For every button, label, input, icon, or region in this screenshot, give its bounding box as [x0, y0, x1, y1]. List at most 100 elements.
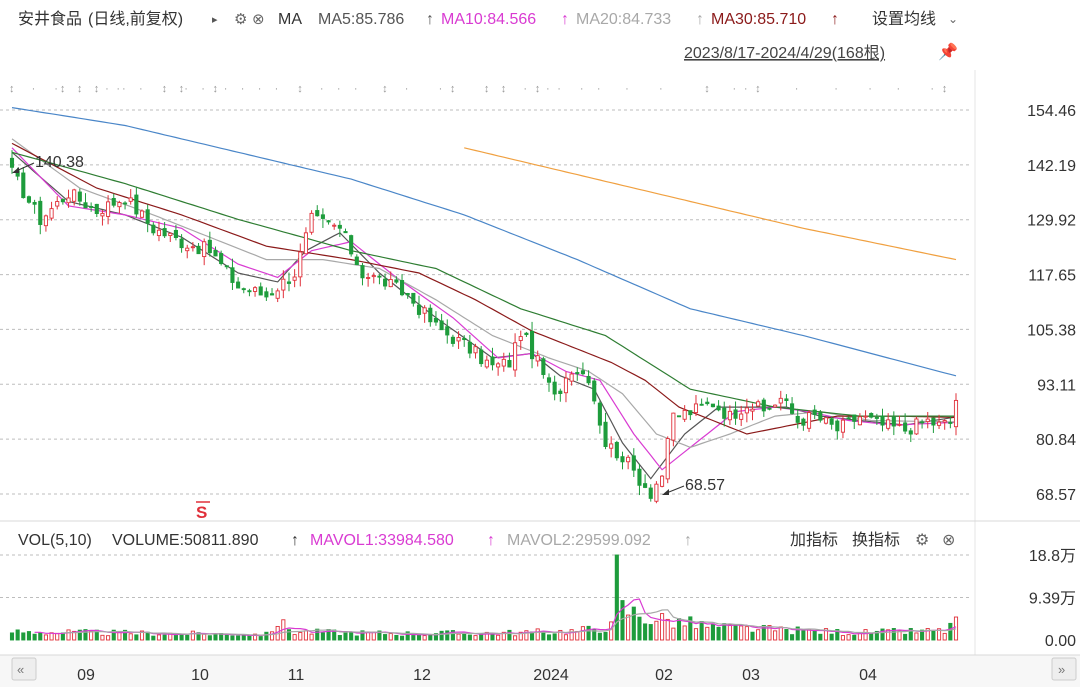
candle-body — [383, 278, 388, 287]
volume-bar — [631, 606, 636, 641]
event-marker[interactable]: · — [241, 83, 245, 95]
date-range[interactable]: 2023/8/17-2024/4/29(168根) — [684, 44, 885, 62]
pin-icon[interactable]: 📌 — [938, 42, 958, 61]
event-marker[interactable]: ↕ — [382, 83, 388, 95]
volume-bar — [801, 630, 806, 641]
settings-ma-button[interactable]: 设置均线 — [872, 10, 936, 28]
gear-icon[interactable]: ⚙ — [234, 11, 247, 28]
scroll-left-button[interactable]: « — [11, 657, 37, 681]
event-marker[interactable]: · — [258, 83, 262, 95]
event-marker[interactable]: · — [405, 83, 409, 95]
event-marker[interactable]: · — [439, 83, 443, 95]
volume-bar — [778, 626, 783, 641]
volume-bar — [162, 634, 167, 641]
volume-bar — [179, 633, 184, 641]
event-marker[interactable]: ↕ — [484, 83, 490, 95]
candle-body — [43, 215, 48, 227]
scroll-right-button[interactable]: » — [1051, 657, 1077, 681]
candle-body — [496, 363, 501, 368]
candle-body — [705, 401, 710, 405]
x-axis-label: 11 — [288, 667, 305, 684]
event-marker[interactable]: ↕ — [77, 83, 83, 95]
event-marker[interactable]: · — [557, 83, 561, 95]
candle-body — [241, 288, 246, 291]
vol-close-icon[interactable]: ⊗ — [942, 532, 955, 549]
vol-gear-icon[interactable]: ⚙ — [915, 532, 929, 549]
event-marker[interactable]: · — [795, 83, 799, 95]
volume-bar — [874, 630, 879, 641]
event-marker[interactable]: · — [733, 83, 737, 95]
volume-bar — [366, 631, 371, 641]
event-marker[interactable]: ↕ — [9, 83, 15, 95]
event-marker[interactable]: · — [116, 83, 120, 95]
event-marker[interactable]: ↕ — [501, 83, 507, 95]
event-marker[interactable]: ↕ — [94, 83, 100, 95]
event-marker[interactable]: · — [744, 83, 748, 95]
event-marker[interactable]: ↕ — [212, 83, 218, 95]
volume-bar — [761, 624, 766, 641]
event-marker[interactable]: ↕ — [179, 83, 185, 95]
candle-body — [134, 194, 139, 215]
candle-body — [326, 220, 331, 223]
candle-body — [660, 475, 665, 487]
event-marker[interactable]: ↕ — [60, 83, 66, 95]
triangle-right-icon[interactable]: ▸ — [212, 14, 218, 26]
high-annotation: 140.38 — [12, 154, 84, 173]
event-marker-row[interactable]: ↕ · · ↕ ↕ ↕ · · · · ↕ ↕ · · ↕ · · · · ↕ · · · ↕ · · ↕ ↕ ↕ · ↕ · · · · · · ↕ · ·… — [9, 83, 947, 95]
volume-bar — [190, 630, 195, 641]
event-marker[interactable]: · — [625, 83, 629, 95]
event-marker[interactable]: · — [546, 83, 550, 95]
price-tick-label: 105.38 — [1027, 322, 1076, 339]
candle-body — [563, 377, 569, 394]
volume-bar — [569, 629, 574, 641]
event-marker[interactable]: ↕ — [450, 83, 456, 95]
volume-bar — [292, 634, 297, 641]
event-marker[interactable]: · — [54, 83, 58, 95]
volume-bar — [83, 629, 88, 641]
candle-body — [439, 320, 444, 331]
event-marker[interactable]: · — [896, 83, 900, 95]
event-marker[interactable]: · — [834, 83, 838, 95]
add-indicator-button[interactable]: 加指标 — [790, 531, 838, 549]
volume-bar — [586, 625, 591, 641]
event-marker[interactable]: · — [597, 83, 601, 95]
volume-bar — [501, 631, 506, 641]
event-marker[interactable]: · — [320, 83, 324, 95]
candle-body — [462, 338, 467, 341]
event-marker[interactable]: · — [868, 83, 872, 95]
event-marker[interactable]: · — [523, 83, 527, 95]
close-circle-icon[interactable]: ⊗ — [252, 11, 265, 28]
volume-bar — [829, 633, 834, 641]
event-marker[interactable]: · — [580, 83, 584, 95]
event-marker[interactable]: ↕ — [942, 83, 948, 95]
event-marker[interactable]: ↕ — [162, 83, 168, 95]
event-marker[interactable]: ↕ — [535, 83, 541, 95]
event-marker[interactable]: · — [659, 83, 663, 95]
volume-bar — [15, 629, 20, 641]
event-marker[interactable]: ↕ — [755, 83, 761, 95]
event-marker[interactable]: · — [275, 83, 279, 95]
candle-body — [575, 372, 580, 375]
chevron-down-icon[interactable]: ⌄ — [948, 12, 958, 26]
candle-body — [914, 418, 919, 435]
event-marker[interactable]: · — [201, 83, 205, 95]
candle-body — [286, 281, 292, 284]
event-marker[interactable]: · — [337, 83, 341, 95]
candle-body — [801, 418, 806, 426]
event-marker[interactable]: ↕ — [297, 83, 303, 95]
candle-body — [948, 421, 953, 424]
event-marker[interactable]: · — [184, 83, 188, 95]
s-marker[interactable]: S — [196, 503, 207, 522]
event-marker[interactable]: · — [105, 83, 109, 95]
volume-bar — [467, 634, 472, 641]
event-marker[interactable]: · — [139, 83, 143, 95]
event-marker[interactable]: · — [32, 83, 36, 95]
event-marker[interactable]: · — [122, 83, 126, 95]
event-marker[interactable]: · — [354, 83, 358, 95]
candle-body — [767, 407, 772, 410]
event-marker[interactable]: · — [224, 83, 228, 95]
event-marker[interactable]: ↕ — [704, 83, 710, 95]
switch-indicator-button[interactable]: 换指标 — [852, 531, 900, 549]
event-marker[interactable]: · — [930, 83, 934, 95]
volume-bar — [145, 631, 150, 641]
